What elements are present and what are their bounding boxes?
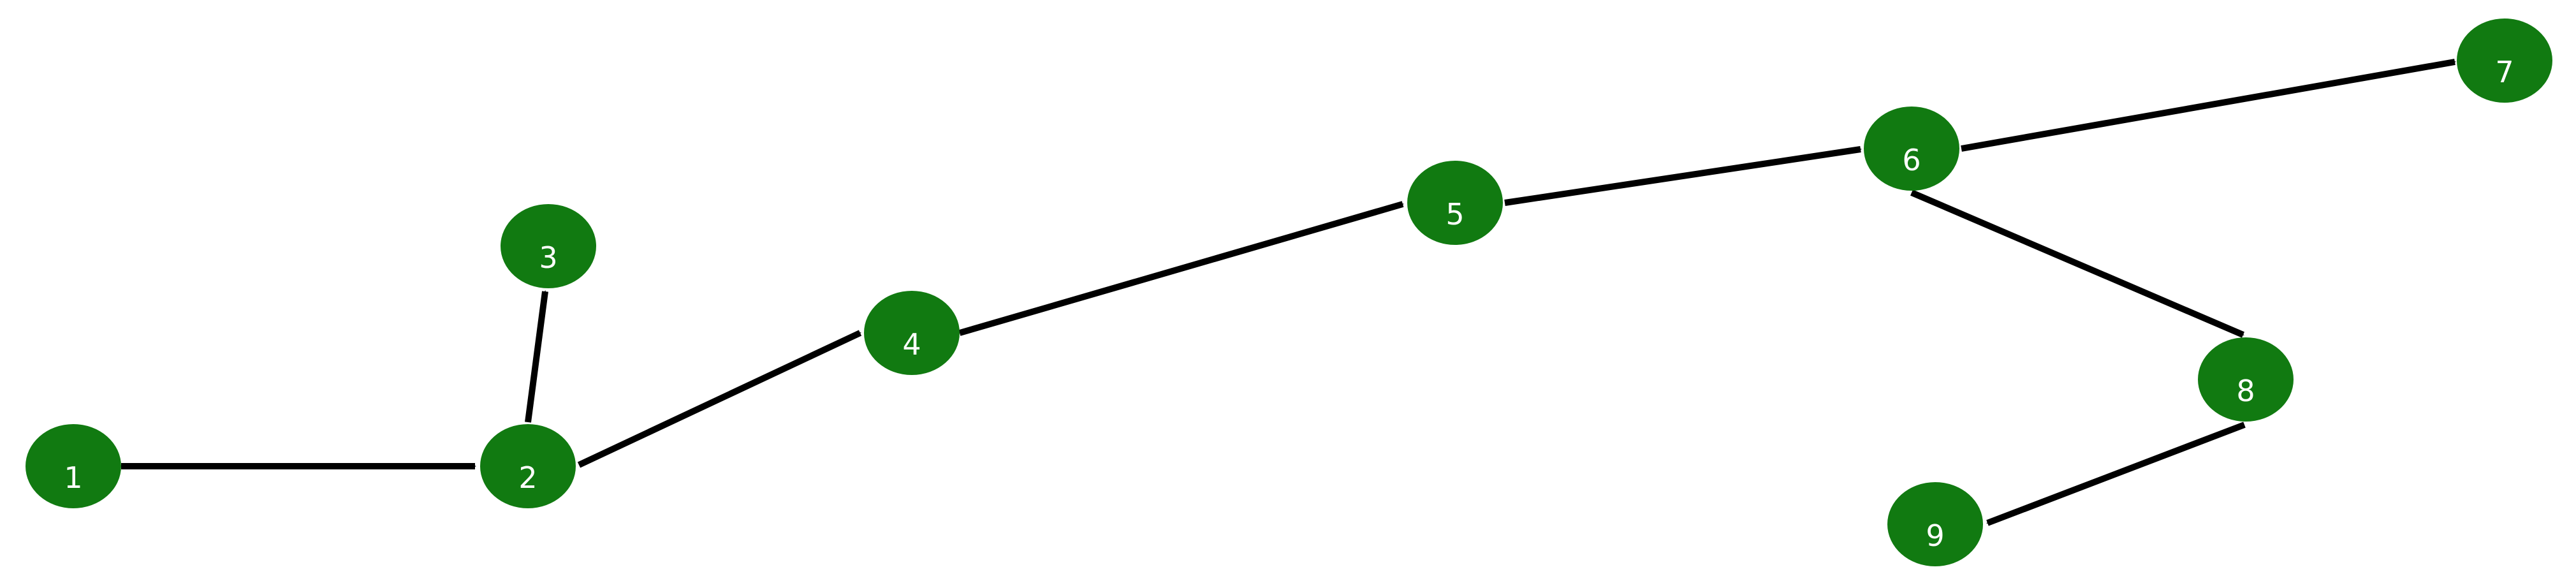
node-4-label: 4 bbox=[902, 327, 921, 362]
node-9: 9 bbox=[1887, 482, 1983, 566]
node-7: 7 bbox=[2457, 18, 2552, 103]
node-1-label: 1 bbox=[64, 460, 82, 495]
node-7-label: 7 bbox=[2495, 55, 2514, 89]
node-4: 4 bbox=[864, 291, 960, 375]
edge-8-to-9 bbox=[1986, 422, 2246, 526]
node-3: 3 bbox=[501, 204, 596, 288]
node-5: 5 bbox=[1407, 161, 1503, 245]
edge-6-to-7 bbox=[1961, 59, 2456, 152]
node-9-label: 9 bbox=[1926, 518, 1944, 553]
node-2-label: 2 bbox=[518, 460, 537, 495]
node-3-label: 3 bbox=[539, 240, 557, 275]
edge-6-to-8 bbox=[1910, 189, 2244, 338]
node-6-label: 6 bbox=[1902, 143, 1921, 177]
edge-2-to-3 bbox=[525, 290, 548, 423]
node-1: 1 bbox=[26, 424, 121, 508]
node-5-label: 5 bbox=[1445, 197, 1464, 232]
edges bbox=[121, 59, 2456, 526]
nodes: 1 2 3 4 5 6 7 8 bbox=[26, 18, 2552, 566]
node-8: 8 bbox=[2198, 337, 2294, 422]
node-2: 2 bbox=[480, 424, 576, 508]
node-6: 6 bbox=[1864, 107, 1959, 191]
edge-5-to-6 bbox=[1504, 146, 1862, 206]
node-8-label: 8 bbox=[2236, 374, 2255, 408]
edge-2-to-4 bbox=[577, 330, 862, 468]
edge-4-to-5 bbox=[958, 201, 1404, 336]
